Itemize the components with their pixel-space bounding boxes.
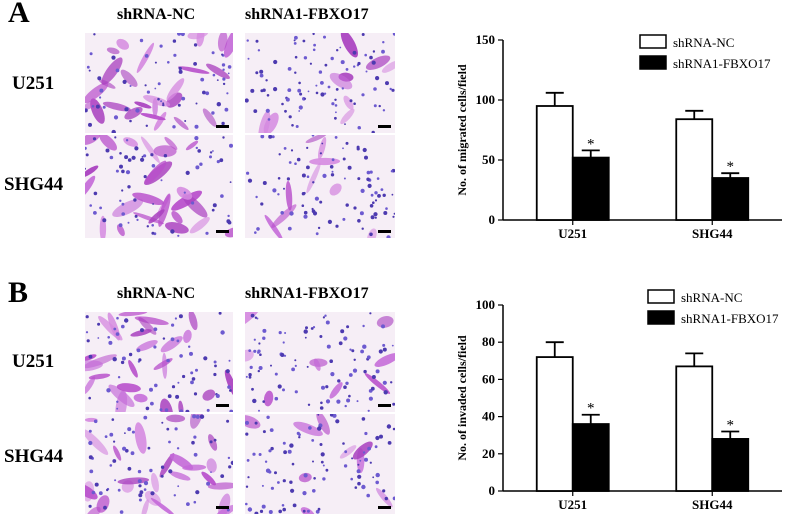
- panel-b-row-label-shg44: SHG44: [4, 446, 64, 467]
- micrograph-b-u251-control: [85, 312, 233, 412]
- b-y-axis-label: No. of invaded cells/field: [455, 335, 469, 461]
- a-y-tick-label: 0: [489, 212, 496, 227]
- b-y-tick-label: 80: [482, 334, 495, 349]
- a-legend-label: shRNA-NC: [673, 35, 734, 50]
- a-legend-swatch: [639, 34, 667, 49]
- micrograph-a-u251-control: [85, 33, 233, 133]
- b-x-tick-label: U251: [558, 497, 587, 512]
- panel-a-col-label-control: shRNA-NC: [117, 6, 196, 23]
- panel-b-col-label-control: shRNA-NC: [117, 285, 196, 302]
- a-bar: [571, 156, 610, 221]
- b-legend-label: shRNA-NC: [681, 290, 742, 305]
- micrograph-a-shg44-knockdown: [245, 135, 395, 238]
- scale-bar: [216, 125, 229, 128]
- b-x-tick-label: SHG44: [692, 497, 733, 512]
- a-y-tick-label: 100: [476, 92, 496, 107]
- b-significance-marker: *: [727, 417, 735, 433]
- a-bar: [711, 177, 750, 221]
- panel-b-row-label-u251: U251: [12, 351, 55, 372]
- panel-b-letter: B: [8, 276, 29, 309]
- a-legend-swatch: [639, 55, 667, 70]
- panel-a-row-label-u251: U251: [12, 73, 55, 94]
- a-x-tick-label: SHG44: [692, 226, 733, 241]
- panel-b-col-label-knockdown: shRNA1-FBXO17: [245, 285, 369, 302]
- scale-bar: [378, 404, 391, 407]
- b-legend-swatch: [647, 289, 675, 304]
- a-legend-label: shRNA1-FBXO17: [673, 56, 771, 71]
- b-legend-swatch: [647, 310, 675, 325]
- a-y-tick-label: 50: [482, 152, 495, 167]
- scale-bar: [216, 506, 229, 509]
- b-legend-label: shRNA1-FBXO17: [681, 311, 779, 326]
- b-y-tick-label: 40: [482, 409, 495, 424]
- micrograph-a-u251-knockdown: [245, 33, 395, 133]
- b-bar: [711, 438, 750, 492]
- scale-bar: [216, 404, 229, 407]
- a-y-tick-label: 150: [476, 32, 496, 47]
- scale-bar: [378, 230, 391, 233]
- b-y-tick-label: 100: [476, 297, 496, 312]
- scale-bar: [378, 506, 391, 509]
- a-significance-marker: *: [587, 136, 595, 152]
- a-x-tick-label: U251: [558, 226, 587, 241]
- panel-a-row-label-shg44: SHG44: [4, 174, 64, 195]
- scale-bar: [216, 230, 229, 233]
- b-bar: [571, 423, 610, 492]
- panel-a-col-label-knockdown: shRNA1-FBXO17: [245, 6, 369, 23]
- a-y-axis-label: No. of migrated cells/field: [455, 64, 469, 196]
- micrograph-b-shg44-knockdown: [245, 414, 395, 514]
- b-y-tick-label: 60: [482, 371, 495, 386]
- scale-bar: [378, 125, 391, 128]
- b-y-tick-label: 0: [489, 483, 496, 498]
- a-significance-marker: *: [727, 159, 735, 175]
- a-bar: [675, 118, 714, 221]
- b-bar: [675, 365, 714, 492]
- micrograph-b-shg44-control: [85, 414, 233, 514]
- b-bar: [535, 356, 574, 492]
- b-y-tick-label: 20: [482, 446, 495, 461]
- a-bar: [535, 105, 574, 221]
- panel-a-letter: A: [8, 0, 30, 29]
- micrograph-a-shg44-control: [85, 135, 233, 238]
- micrograph-b-u251-knockdown: [245, 312, 395, 412]
- b-significance-marker: *: [587, 401, 595, 417]
